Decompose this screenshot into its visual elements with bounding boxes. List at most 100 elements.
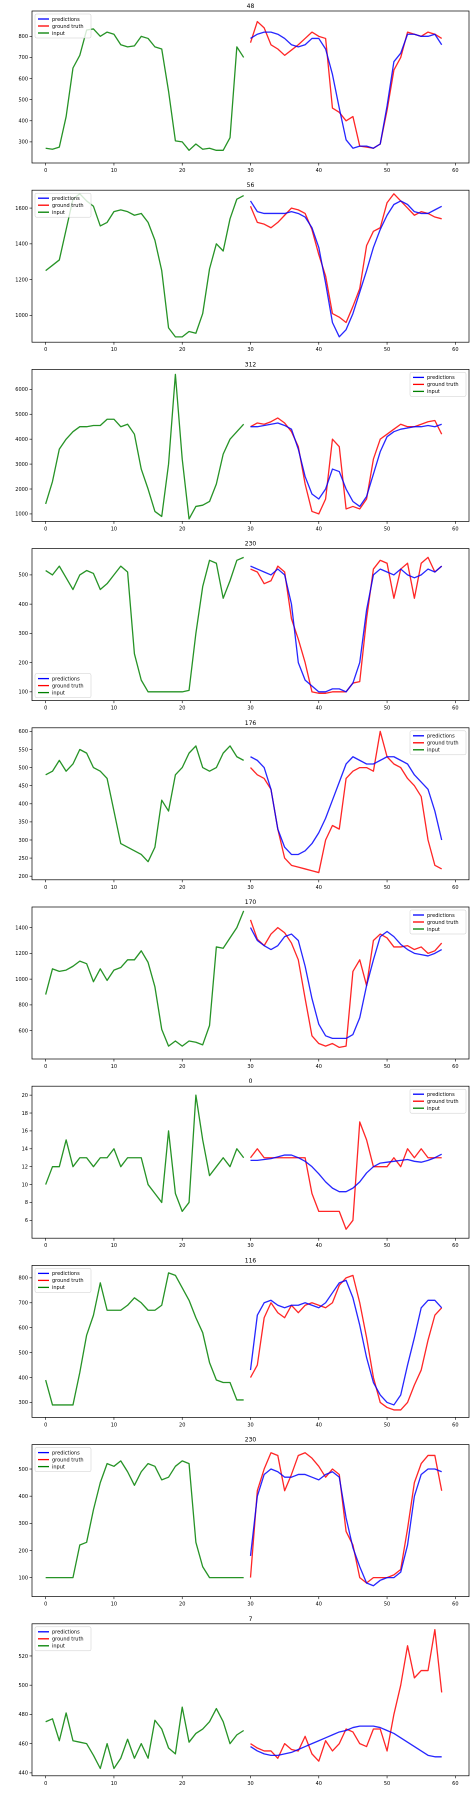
x-tick-label: 40 xyxy=(316,706,322,712)
x-tick-label: 30 xyxy=(247,706,253,712)
input-line xyxy=(45,1706,245,1770)
y-tick-label: 500 xyxy=(18,1350,28,1356)
x-tick-label: 20 xyxy=(179,526,185,532)
legend-label-input: input xyxy=(427,389,440,395)
legend-box xyxy=(34,1268,92,1293)
x-tick-label: 20 xyxy=(179,1064,185,1070)
x-tick-label: 40 xyxy=(316,885,322,891)
x-tick-label: 20 xyxy=(179,885,185,891)
legend-label-input: input xyxy=(427,1106,440,1112)
predictions-line xyxy=(249,1279,443,1406)
y-tick-label: 550 xyxy=(18,747,28,753)
ground-truth-line xyxy=(249,919,443,1049)
y-tick-label: 1000 xyxy=(15,512,28,518)
y-tick-label: 8 xyxy=(25,1200,28,1206)
ground-truth-line xyxy=(250,730,442,874)
legend-label-input: input xyxy=(52,690,65,696)
y-tick-label: 12 xyxy=(22,1164,28,1170)
x-tick-label: 50 xyxy=(384,885,390,891)
y-tick-label: 6 xyxy=(25,1218,28,1224)
input-line xyxy=(45,373,245,520)
x-tick-label: 20 xyxy=(179,1422,185,1428)
input-line xyxy=(45,1460,244,1579)
legend-label-input: input xyxy=(427,927,440,933)
ground-truth-line xyxy=(249,1121,442,1230)
x-tick-label: 40 xyxy=(316,526,322,532)
y-tick-label: 18 xyxy=(22,1111,28,1117)
y-tick-label: 2000 xyxy=(15,487,28,493)
subplot-title: 176 xyxy=(245,720,257,727)
subplot-title: 0 xyxy=(249,1078,253,1085)
y-tick-label: 300 xyxy=(18,1400,28,1406)
legend-label-input: input xyxy=(427,748,440,754)
legend-label-input: input xyxy=(52,31,65,37)
x-tick-label: 20 xyxy=(179,1602,185,1608)
subplot-title: 312 xyxy=(245,361,257,368)
y-tick-label: 200 xyxy=(18,874,28,880)
predictions-line xyxy=(249,200,442,338)
legend-box xyxy=(34,1447,92,1472)
legend-label-ground-truth: ground truth xyxy=(52,1637,84,1643)
y-tick-label: 200 xyxy=(18,1548,28,1554)
x-tick-label: 10 xyxy=(111,1422,117,1428)
x-tick-label: 30 xyxy=(247,347,253,353)
x-tick-label: 60 xyxy=(452,1064,458,1070)
y-tick-label: 200 xyxy=(18,660,28,666)
y-tick-label: 500 xyxy=(18,1683,28,1689)
x-tick-label: 30 xyxy=(247,1064,253,1070)
y-tick-label: 250 xyxy=(18,856,28,862)
subplot-title: 116 xyxy=(245,1257,257,1264)
x-tick-label: 30 xyxy=(247,1781,253,1787)
legend-label-predictions: predictions xyxy=(52,17,80,23)
x-tick-label: 60 xyxy=(452,168,458,174)
predictions-line xyxy=(249,1468,442,1587)
predictions-line xyxy=(250,756,443,856)
subplot-2: 312 0 10 20 30 40 50 60 1000 2000 3000 4000 5000 6000… xyxy=(15,361,470,532)
plot-frame xyxy=(31,369,470,522)
legend-label-predictions: predictions xyxy=(427,1092,455,1098)
y-tick-label: 1200 xyxy=(15,277,28,283)
legend-box xyxy=(409,730,467,756)
y-tick-label: 400 xyxy=(18,802,28,808)
x-tick-label: 0 xyxy=(44,526,47,532)
legend-label-predictions: predictions xyxy=(427,913,455,919)
x-tick-label: 0 xyxy=(44,1243,47,1249)
legend-label-ground-truth: ground truth xyxy=(52,24,84,30)
x-tick-label: 60 xyxy=(452,1243,458,1249)
y-tick-label: 5000 xyxy=(15,412,28,418)
y-tick-label: 1400 xyxy=(15,242,28,248)
legend-label-ground-truth: ground truth xyxy=(52,683,84,689)
x-tick-label: 20 xyxy=(179,1243,185,1249)
x-tick-label: 30 xyxy=(247,1243,253,1249)
y-tick-label: 460 xyxy=(18,1741,28,1747)
ground-truth-line xyxy=(250,417,443,515)
x-tick-label: 10 xyxy=(111,526,117,532)
subplot-4: 176 0 10 20 30 40 50 60 200 250 300 350 400 450 500 550… xyxy=(18,720,470,891)
predictions-line xyxy=(250,422,442,508)
subplot-9: 7 0 10 20 30 40 50 60 440 460 480 500 520 predictions… xyxy=(18,1616,470,1787)
input-line xyxy=(45,28,245,151)
y-tick-label: 500 xyxy=(18,573,28,579)
x-tick-label: 60 xyxy=(452,1781,458,1787)
y-tick-label: 300 xyxy=(18,631,28,637)
x-tick-label: 40 xyxy=(316,1422,322,1428)
x-tick-label: 10 xyxy=(111,1243,117,1249)
x-tick-label: 40 xyxy=(316,1781,322,1787)
y-tick-label: 1600 xyxy=(15,206,28,212)
x-tick-label: 40 xyxy=(316,168,322,174)
y-tick-label: 500 xyxy=(18,97,28,103)
x-tick-label: 40 xyxy=(316,347,322,353)
x-tick-label: 10 xyxy=(111,347,117,353)
legend-box xyxy=(34,13,92,39)
legend-label-ground-truth: ground truth xyxy=(52,1457,84,1463)
x-tick-label: 30 xyxy=(247,1602,253,1608)
